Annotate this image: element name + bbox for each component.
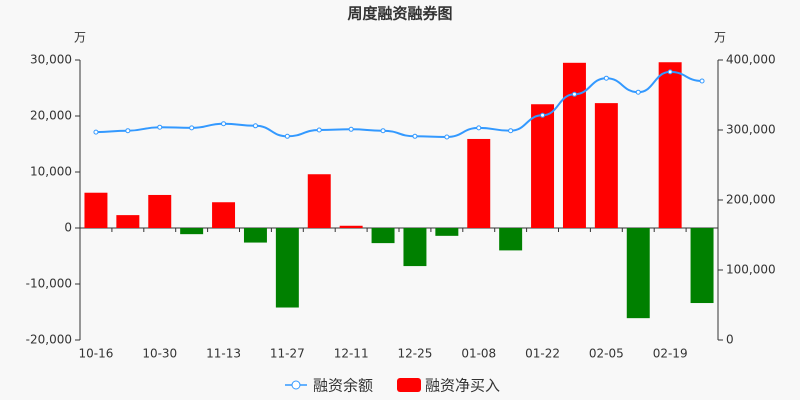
bar xyxy=(116,215,140,228)
x-tick-label: 02-19 xyxy=(653,347,688,361)
bar xyxy=(626,228,650,319)
y2-tick-label: 200,000 xyxy=(726,193,776,207)
bar xyxy=(403,228,427,267)
point xyxy=(444,134,450,140)
y2-unit: 万 xyxy=(714,31,726,45)
point xyxy=(412,133,418,139)
chart-title: 周度融资融券图 xyxy=(347,5,452,23)
bar xyxy=(499,228,523,251)
point xyxy=(667,69,673,75)
x-tick-label: 01-22 xyxy=(525,347,560,361)
x-tick-label: 02-05 xyxy=(589,347,624,361)
point xyxy=(603,75,609,81)
point xyxy=(635,89,641,95)
point xyxy=(508,128,514,134)
point xyxy=(348,126,354,132)
bar xyxy=(467,138,491,228)
point xyxy=(252,123,258,129)
point xyxy=(380,128,386,134)
line xyxy=(95,70,703,139)
legend-icon xyxy=(291,380,301,390)
point xyxy=(699,78,705,84)
y-tick-label: -20,000 xyxy=(26,333,72,347)
x-tick-label: 11-13 xyxy=(206,347,241,361)
point xyxy=(476,125,482,131)
bar xyxy=(658,62,682,228)
bar xyxy=(339,225,363,228)
y-unit: 万 xyxy=(74,31,86,45)
bar xyxy=(243,228,267,243)
legend-label: 融资净买入 xyxy=(425,377,500,395)
x-tick-label: 11-27 xyxy=(270,347,305,361)
bar xyxy=(435,228,459,236)
bar xyxy=(148,194,172,228)
y-tick-label: 0 xyxy=(64,221,72,235)
point xyxy=(157,124,163,130)
bar xyxy=(531,104,555,228)
x-tick-label: 01-08 xyxy=(461,347,496,361)
bar xyxy=(307,174,331,228)
x-tick-label: 12-11 xyxy=(334,347,369,361)
bar xyxy=(212,202,236,228)
x-tick-label: 10-30 xyxy=(142,347,177,361)
point xyxy=(189,125,195,131)
bar xyxy=(275,228,299,308)
y-tick-label: 30,000 xyxy=(30,53,72,67)
y2-tick-label: 0 xyxy=(726,333,734,347)
point xyxy=(316,127,322,133)
point xyxy=(571,91,577,97)
bar xyxy=(594,103,618,228)
y-tick-label: -10,000 xyxy=(26,277,72,291)
y2-tick-label: 100,000 xyxy=(726,263,776,277)
y2-tick-label: 400,000 xyxy=(726,53,776,67)
x-tick-label: 10-16 xyxy=(79,347,114,361)
bar xyxy=(371,228,395,244)
point xyxy=(221,121,227,127)
y2-tick-label: 300,000 xyxy=(726,123,776,137)
y-tick-label: 20,000 xyxy=(30,109,72,123)
bar xyxy=(562,62,586,228)
point xyxy=(284,133,290,139)
point xyxy=(93,129,99,135)
bar xyxy=(690,228,714,304)
bar xyxy=(84,192,108,228)
point xyxy=(540,112,546,118)
legend-icon xyxy=(397,378,421,392)
y-tick-label: 10,000 xyxy=(30,165,72,179)
legend-label: 融资余额 xyxy=(313,377,373,395)
point xyxy=(125,128,131,134)
x-tick-label: 12-25 xyxy=(398,347,433,361)
bar xyxy=(180,228,204,235)
